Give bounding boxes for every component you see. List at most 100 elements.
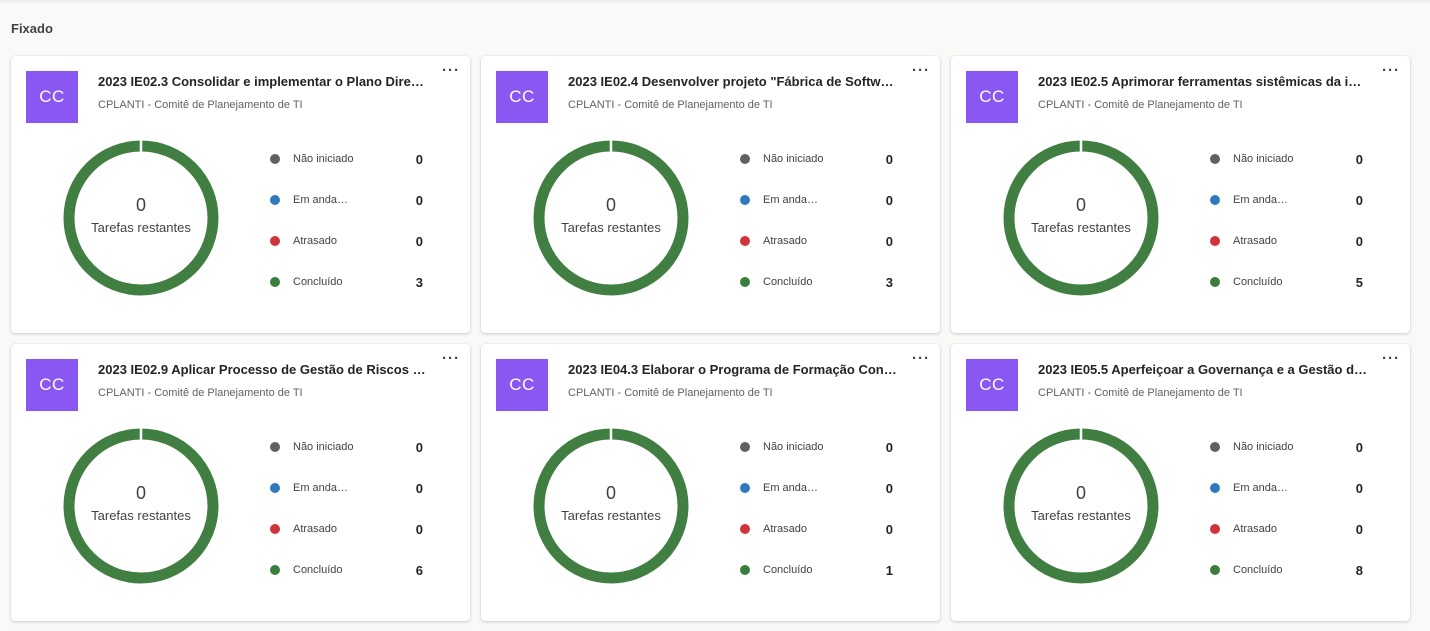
section-title: Fixado xyxy=(11,21,53,36)
legend-item-late: Atrasado 0 xyxy=(740,519,900,539)
legend-label: Atrasado xyxy=(763,235,808,247)
legend-dot-icon xyxy=(740,154,750,164)
tasks-donut-chart xyxy=(533,140,689,296)
legend-value: 5 xyxy=(1355,274,1363,290)
legend-dot-icon xyxy=(1210,154,1220,164)
plan-group-name: CPLANTI - Comitê de Planejamento de TI xyxy=(98,387,303,399)
tasks-donut-chart xyxy=(1003,140,1159,296)
legend-value: 0 xyxy=(1355,439,1363,455)
tasks-donut-chart xyxy=(63,140,219,296)
donut-center: 0 Tarefas restantes xyxy=(531,426,691,586)
remaining-count: 0 xyxy=(605,482,616,503)
legend-label: Não iniciado xyxy=(763,153,824,165)
plan-avatar: CC xyxy=(966,71,1018,123)
legend-dot-icon xyxy=(270,524,280,534)
avatar-initials: CC xyxy=(509,87,535,106)
legend-dot-icon xyxy=(270,154,280,164)
legend-label: Atrasado xyxy=(293,523,338,535)
legend-value: 3 xyxy=(415,274,423,290)
more-horizontal-icon[interactable]: ··· xyxy=(912,350,930,367)
legend-label: Em andamento xyxy=(293,482,355,494)
donut-center: 0 Tarefas restantes xyxy=(61,426,221,586)
legend-value: 0 xyxy=(415,151,423,167)
avatar-initials: CC xyxy=(39,87,65,106)
more-horizontal-icon[interactable]: ··· xyxy=(912,62,930,79)
legend-item-not-started: Não iniciado 0 xyxy=(1210,149,1370,169)
legend-dot-icon xyxy=(270,565,280,575)
plan-card[interactable]: CC 2023 IE04.3 Elaborar o Programa de Fo… xyxy=(481,344,940,621)
legend-item-not-started: Não iniciado 0 xyxy=(740,149,900,169)
donut-center: 0 Tarefas restantes xyxy=(61,138,221,298)
more-horizontal-icon[interactable]: ··· xyxy=(1382,62,1400,79)
legend-item-late: Atrasado 0 xyxy=(740,231,900,251)
legend-item-late: Atrasado 0 xyxy=(270,519,430,539)
more-horizontal-icon[interactable]: ··· xyxy=(1382,350,1400,367)
legend-label: Em andamento xyxy=(293,194,355,206)
legend-item-late: Atrasado 0 xyxy=(1210,231,1370,251)
plan-title[interactable]: 2023 IE05.5 Aperfeiçoar a Governança e a… xyxy=(1038,362,1368,377)
legend-item-in-progress: Em andamento 0 xyxy=(270,478,430,498)
legend-label: Não iniciado xyxy=(763,441,824,453)
legend-dot-icon xyxy=(270,236,280,246)
legend-dot-icon xyxy=(740,483,750,493)
remaining-label: Tarefas restantes xyxy=(561,507,661,523)
tasks-donut-chart xyxy=(1003,428,1159,584)
legend-value: 0 xyxy=(885,151,893,167)
avatar-initials: CC xyxy=(509,375,535,394)
legend-dot-icon xyxy=(1210,195,1220,205)
plan-card[interactable]: CC 2023 IE05.5 Aperfeiçoar a Governança … xyxy=(951,344,1410,621)
plan-title[interactable]: 2023 IE04.3 Elaborar o Programa de Forma… xyxy=(568,362,898,377)
pinned-plans-grid: CC 2023 IE02.3 Consolidar e implementar … xyxy=(11,56,1411,631)
legend-dot-icon xyxy=(1210,524,1220,534)
legend-label: Em andamento xyxy=(1233,194,1295,206)
remaining-count: 0 xyxy=(135,194,146,215)
legend-label: Atrasado xyxy=(763,523,808,535)
remaining-count: 0 xyxy=(605,194,616,215)
plan-card[interactable]: CC 2023 IE02.9 Aplicar Processo de Gestã… xyxy=(11,344,470,621)
legend-dot-icon xyxy=(740,565,750,575)
legend-value: 0 xyxy=(885,480,893,496)
legend-item-in-progress: Em andamento 0 xyxy=(1210,478,1370,498)
plan-title[interactable]: 2023 IE02.3 Consolidar e implementar o P… xyxy=(98,74,428,89)
plan-title[interactable]: 2023 IE02.9 Aplicar Processo de Gestão d… xyxy=(98,362,428,377)
legend-value: 0 xyxy=(415,192,423,208)
legend-item-in-progress: Em andamento 0 xyxy=(270,190,430,210)
legend-value: 0 xyxy=(415,233,423,249)
legend-label: Em andamento xyxy=(763,194,825,206)
donut-center: 0 Tarefas restantes xyxy=(1001,138,1161,298)
plan-title[interactable]: 2023 IE02.5 Aprimorar ferramentas sistêm… xyxy=(1038,74,1368,89)
legend-dot-icon xyxy=(1210,565,1220,575)
legend-dot-icon xyxy=(1210,442,1220,452)
legend-value: 0 xyxy=(885,192,893,208)
legend-label: Em andamento xyxy=(1233,482,1295,494)
legend-dot-icon xyxy=(270,442,280,452)
remaining-label: Tarefas restantes xyxy=(1031,507,1131,523)
plan-avatar: CC xyxy=(496,359,548,411)
legend-item-completed: Concluído 3 xyxy=(270,272,430,292)
legend-dot-icon xyxy=(740,236,750,246)
tasks-donut-chart xyxy=(63,428,219,584)
legend-dot-icon xyxy=(740,442,750,452)
legend-item-completed: Concluído 8 xyxy=(1210,560,1370,580)
legend-dot-icon xyxy=(270,483,280,493)
more-horizontal-icon[interactable]: ··· xyxy=(442,350,460,367)
legend-value: 1 xyxy=(885,562,893,578)
legend-value: 3 xyxy=(885,274,893,290)
legend-item-not-started: Não iniciado 0 xyxy=(270,149,430,169)
legend-label: Atrasado xyxy=(1233,235,1278,247)
plan-card[interactable]: CC 2023 IE02.5 Aprimorar ferramentas sis… xyxy=(951,56,1410,333)
legend-label: Concluído xyxy=(1233,564,1283,576)
plan-card[interactable]: CC 2023 IE02.3 Consolidar e implementar … xyxy=(11,56,470,333)
legend-value: 0 xyxy=(415,521,423,537)
plan-title[interactable]: 2023 IE02.4 Desenvolver projeto "Fábrica… xyxy=(568,74,898,89)
plan-card[interactable]: CC 2023 IE02.4 Desenvolver projeto "Fábr… xyxy=(481,56,940,333)
legend-label: Concluído xyxy=(293,564,343,576)
more-horizontal-icon[interactable]: ··· xyxy=(442,62,460,79)
plan-group-name: CPLANTI - Comitê de Planejamento de TI xyxy=(98,99,303,111)
legend-dot-icon xyxy=(740,195,750,205)
legend-value: 0 xyxy=(1355,151,1363,167)
legend-item-in-progress: Em andamento 0 xyxy=(1210,190,1370,210)
legend-dot-icon xyxy=(270,277,280,287)
legend-dot-icon xyxy=(270,195,280,205)
legend-value: 0 xyxy=(1355,480,1363,496)
